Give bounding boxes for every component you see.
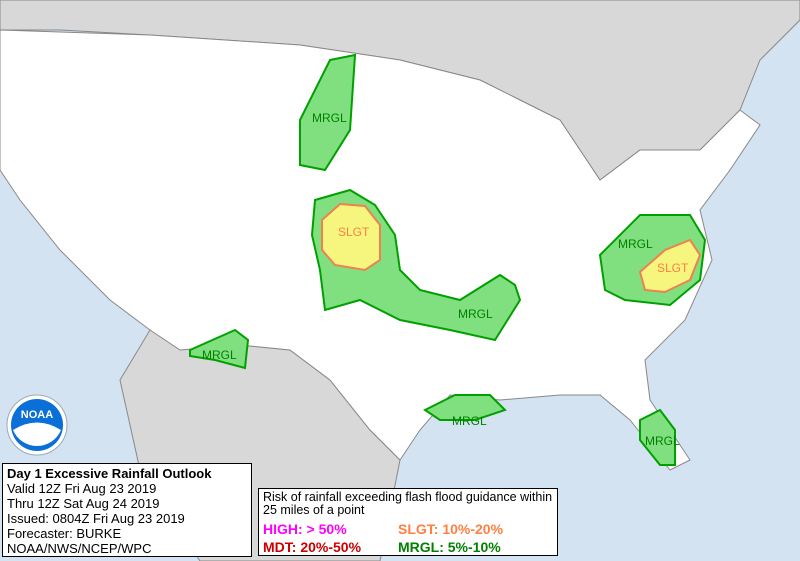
area-label: SLGT bbox=[338, 225, 370, 239]
legend-mdt: MDT: 20%-50% bbox=[263, 539, 362, 555]
noaa-logo: NOAA bbox=[6, 394, 68, 456]
legend-box: Risk of rainfall exceeding flash flood g… bbox=[258, 488, 558, 556]
agency: NOAA/NWS/NCEP/WPC bbox=[7, 541, 152, 556]
outlook-info-box: Day 1 Excessive Rainfall Outlook Valid 1… bbox=[2, 463, 252, 557]
risk-area-mrgl-gulf-coast bbox=[423, 394, 507, 421]
area-label: SLGT bbox=[657, 261, 689, 275]
valid-time: Valid 12Z Fri Aug 23 2019 bbox=[7, 481, 157, 496]
issued-time: Issued: 0804Z Fri Aug 23 2019 bbox=[7, 511, 185, 526]
legend-description: Risk of rainfall exceeding flash flood g… bbox=[263, 490, 553, 517]
legend-high: HIGH: > 50% bbox=[263, 521, 347, 537]
risk-area-mrgl-florida bbox=[639, 408, 676, 466]
risk-area-slgt-plains bbox=[321, 202, 381, 272]
area-label: MRGL bbox=[312, 111, 347, 125]
risk-area-mrgl-dakotas bbox=[299, 53, 357, 172]
area-label: MRGL bbox=[458, 307, 493, 321]
risk-area-mrgl-southwest bbox=[189, 328, 250, 370]
area-label: MRGL bbox=[645, 434, 680, 448]
area-label: MRGL bbox=[452, 414, 487, 428]
forecaster: Forecaster: BURKE bbox=[7, 526, 122, 541]
legend-mrgl: MRGL: 5%-10% bbox=[398, 539, 501, 555]
legend-slgt: SLGT: 10%-20% bbox=[398, 521, 504, 537]
area-label: MRGL bbox=[618, 237, 653, 251]
risk-area-slgt-midatlantic bbox=[638, 238, 702, 294]
svg-text:NOAA: NOAA bbox=[21, 409, 53, 421]
thru-time: Thru 12Z Sat Aug 24 2019 bbox=[7, 496, 160, 511]
outlook-title: Day 1 Excessive Rainfall Outlook bbox=[7, 466, 212, 481]
area-label: MRGL bbox=[202, 348, 237, 362]
